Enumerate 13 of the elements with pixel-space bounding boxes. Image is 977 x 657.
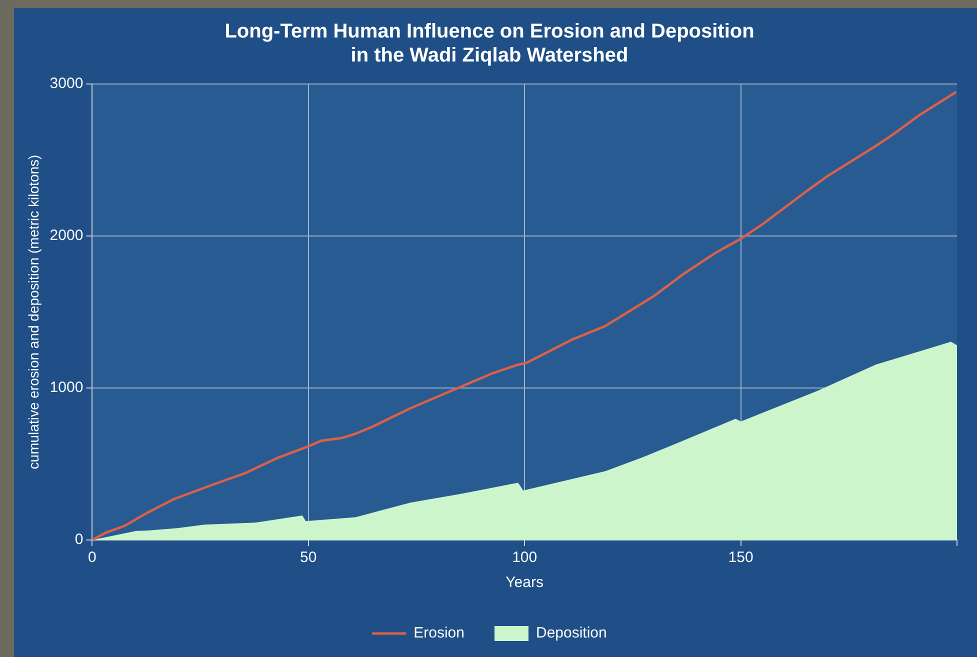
x-tick-label: 50 <box>300 549 317 566</box>
x-tick-label: 0 <box>88 549 96 566</box>
y-tick-label: 0 <box>74 531 84 548</box>
x-axis-title: Years <box>506 574 544 592</box>
x-tick-label: 100 <box>512 549 538 566</box>
x-tick-label: 150 <box>728 549 754 566</box>
y-tick-label: 2000 <box>50 227 84 244</box>
y-axis-title: cumulative erosion and deposition (metric kilotons) <box>25 154 42 470</box>
legend-label: Deposition <box>536 624 607 642</box>
chart-title: Long-Term Human Influence on Erosion and Deposition in the Wadi Ziqlab Watershed <box>224 20 754 67</box>
y-tick-label: 1000 <box>50 379 84 396</box>
legend-label: Erosion <box>414 624 464 642</box>
y-tick-label: 3000 <box>50 75 84 92</box>
